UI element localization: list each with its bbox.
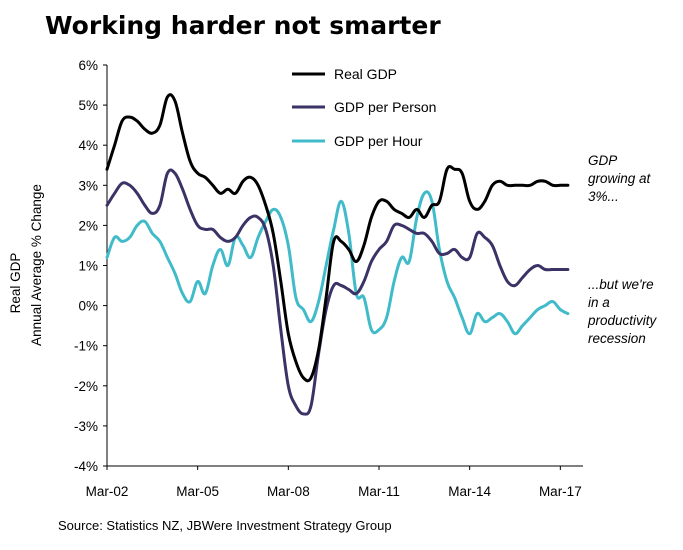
x-tick-label: Mar-11: [358, 484, 400, 499]
annotation-recession-line-4: recession: [588, 331, 646, 346]
y-axis-title-line-2: Annual Average % Change: [29, 184, 44, 346]
y-axis-title: Real GDP Annual Average % Change: [8, 184, 44, 346]
y-tick-label: 5%: [78, 98, 98, 113]
axes: [106, 65, 583, 467]
series-line-real-gdp: [105, 93, 570, 383]
y-tick-label: -3%: [74, 419, 98, 434]
y-tick-label: 0%: [78, 299, 98, 314]
y-tick-label: 6%: [78, 58, 98, 73]
x-tick-label: Mar-14: [448, 484, 491, 499]
y-tick-label: -2%: [74, 379, 98, 394]
y-tick-label: -4%: [74, 459, 98, 474]
x-tick-label: Mar-05: [176, 484, 219, 499]
legend: Real GDP GDP per Person GDP per Hour: [292, 66, 436, 149]
series-line-gdp-per-hour: [105, 190, 570, 336]
series-lines: [105, 93, 570, 416]
y-tick-label: 2%: [78, 218, 98, 233]
x-tick-label: Mar-08: [267, 484, 310, 499]
chart-title: Working harder not smarter: [45, 11, 441, 40]
annotation-gdp-growing-line-3: 3%...: [588, 189, 619, 204]
annotation-gdp-growing: GDP growing at 3%...: [588, 153, 652, 204]
y-tick-label: -1%: [74, 339, 98, 354]
annotation-recession-line-3: productivity: [587, 313, 658, 328]
annotation-gdp-growing-line-2: growing at: [588, 171, 652, 186]
annotation-gdp-growing-line-1: GDP: [588, 153, 617, 168]
annotation-recession-line-2: in a: [588, 295, 610, 310]
legend-label-gdp-per-hour: GDP per Hour: [334, 133, 423, 149]
annotation-recession-line-1: ...but we're: [588, 277, 654, 292]
source-note: Source: Statistics NZ, JBWere Investment…: [58, 518, 392, 533]
series-line-gdp-per-person: [105, 168, 570, 416]
x-tick-label: Mar-02: [86, 484, 129, 499]
legend-label-real-gdp: Real GDP: [334, 66, 397, 82]
legend-label-gdp-per-person: GDP per Person: [334, 99, 436, 115]
x-tick-label: Mar-17: [539, 484, 582, 499]
y-tick-label: 4%: [78, 138, 98, 153]
x-axis-ticks: Mar-02 Mar-05 Mar-08 Mar-11 Mar-14 Mar-17: [86, 466, 582, 499]
y-tick-label: 3%: [78, 178, 98, 193]
y-tick-label: 1%: [78, 259, 98, 274]
y-axis-title-line-1: Real GDP: [8, 253, 23, 314]
annotation-productivity-recession: ...but we're in a productivity recession: [587, 277, 658, 346]
y-axis-ticks: -4% -3% -2% -1% 0% 1% 2% 3% 4% 5% 6%: [74, 58, 107, 474]
